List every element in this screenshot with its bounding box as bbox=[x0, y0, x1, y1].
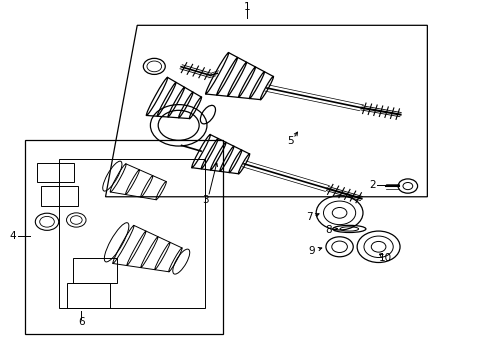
Text: 8: 8 bbox=[325, 225, 331, 235]
Text: 7: 7 bbox=[305, 212, 312, 222]
Text: 5: 5 bbox=[287, 136, 294, 147]
Bar bbox=[73, 258, 117, 283]
Bar bbox=[41, 186, 78, 206]
Bar bbox=[66, 283, 110, 307]
Text: 9: 9 bbox=[307, 247, 314, 256]
Bar bbox=[37, 163, 74, 183]
Text: 1: 1 bbox=[243, 2, 250, 12]
Text: 6: 6 bbox=[78, 317, 84, 327]
Text: 2: 2 bbox=[368, 180, 375, 190]
Text: 4: 4 bbox=[10, 231, 16, 241]
Text: 3: 3 bbox=[202, 195, 208, 205]
Text: 10: 10 bbox=[378, 253, 391, 263]
